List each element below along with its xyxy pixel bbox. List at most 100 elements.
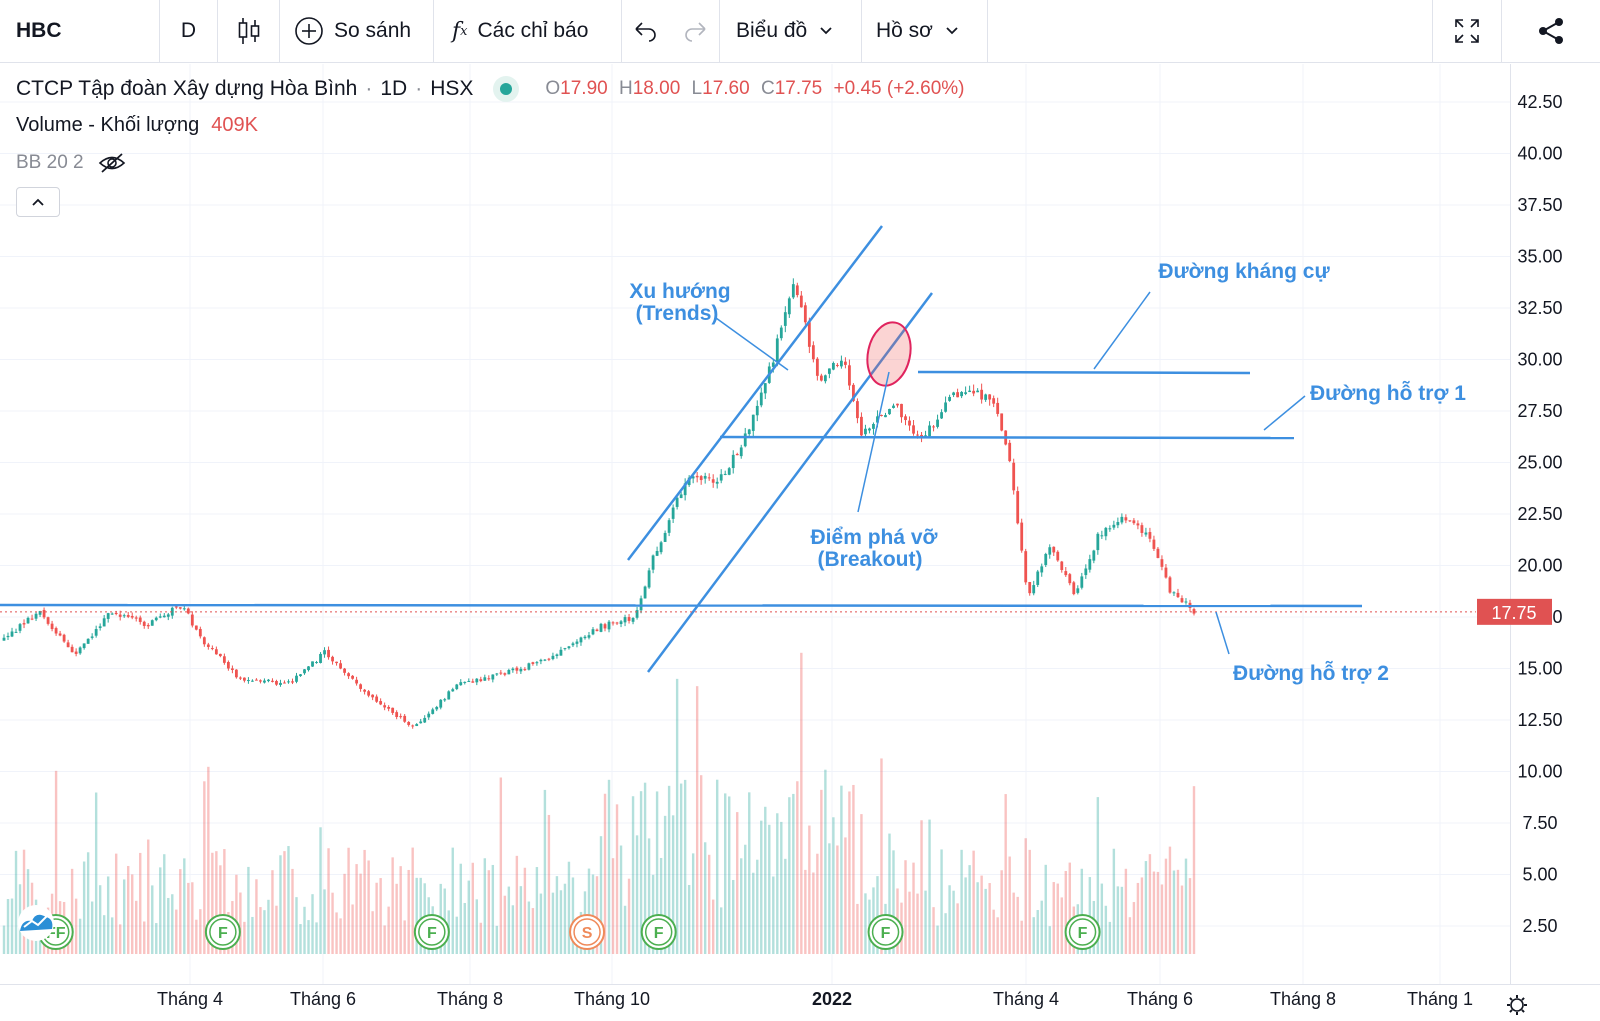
candle-body: [815, 358, 819, 376]
redo-icon[interactable]: [682, 20, 708, 42]
y-tick-label: 27.50: [1517, 401, 1562, 421]
candle-body: [643, 586, 647, 599]
candle-body: [443, 699, 447, 701]
volume-bar: [1068, 862, 1071, 954]
candle-body: [595, 629, 599, 632]
volume-bar: [1016, 896, 1019, 954]
fullscreen-button[interactable]: [1432, 0, 1502, 62]
candle-body: [222, 656, 226, 663]
candle-body: [2, 637, 6, 641]
volume-bar: [1000, 870, 1003, 954]
y-tick-label: 32.50: [1517, 298, 1562, 318]
candle-body: [567, 646, 571, 649]
symbol-search[interactable]: HBC: [0, 0, 160, 62]
candle-body: [1096, 533, 1100, 551]
candle-body: [1024, 551, 1028, 583]
candle-body: [711, 479, 715, 483]
volume-bar: [792, 793, 795, 954]
y-tick-label: 5.00: [1522, 865, 1557, 885]
chevron-up-icon: [32, 198, 44, 206]
volume-bar: [78, 918, 82, 954]
volume-bar: [243, 921, 246, 954]
volume-bar: [391, 857, 394, 954]
volume-bar: [1136, 882, 1140, 954]
candle-body: [303, 669, 306, 674]
chart-style-button[interactable]: [218, 0, 280, 62]
eye-off-icon[interactable]: [98, 152, 126, 174]
volume-bar: [291, 868, 294, 954]
volume-bar: [223, 849, 226, 954]
candle-body: [190, 614, 194, 626]
volume-bar: [54, 770, 58, 954]
candle-body: [86, 638, 90, 644]
candle-body: [799, 295, 803, 308]
candles-icon: [238, 18, 259, 44]
volume-bar: [499, 777, 503, 954]
candle-body: [387, 706, 391, 709]
volume-bar: [996, 917, 999, 954]
candle-body: [1040, 566, 1044, 573]
collapse-legend-button[interactable]: [16, 187, 60, 217]
volume-bar: [551, 892, 555, 954]
candle-body: [647, 570, 651, 588]
candle-body: [872, 423, 875, 429]
y-tick-label: 35.00: [1517, 247, 1562, 267]
volume-bar: [239, 892, 242, 954]
volume-bar: [1140, 877, 1144, 954]
interval-button[interactable]: D: [160, 0, 218, 62]
volume-bar: [1116, 886, 1120, 954]
candle-body: [619, 621, 623, 625]
candle-body: [491, 674, 495, 680]
candle-body: [499, 672, 503, 674]
volume-bar: [972, 850, 975, 954]
candle-body: [299, 674, 302, 677]
candle-body: [210, 648, 214, 650]
compare-button[interactable]: So sánh: [280, 0, 434, 62]
candle-body: [471, 681, 475, 683]
volume-bar: [816, 853, 819, 954]
volume-bar: [567, 861, 571, 954]
profile-menu-button[interactable]: Hồ sơ: [862, 0, 988, 62]
candle-body: [976, 390, 980, 393]
volume-bar: [1104, 905, 1108, 954]
candle-body: [864, 428, 867, 435]
volume-bar: [303, 906, 306, 954]
candle-body: [74, 651, 78, 654]
volume-bar: [511, 905, 515, 954]
volume-bar: [1036, 910, 1039, 954]
volume-bar: [864, 893, 867, 954]
candle-body: [868, 428, 871, 431]
breakout-pointer-line: [857, 371, 890, 513]
volume-bar: [728, 796, 731, 954]
candle-body: [519, 668, 523, 672]
event-marker-label: F: [654, 925, 664, 942]
candle-body: [1052, 546, 1056, 553]
volume-bar: [856, 903, 859, 954]
undo-redo-group: [622, 0, 720, 62]
volume-bar: [691, 853, 695, 954]
candle-body: [323, 650, 326, 655]
candle-body: [1124, 517, 1128, 521]
chart-menu-button[interactable]: Biểu đồ: [720, 0, 862, 62]
symbol-label: HBC: [16, 19, 62, 42]
undo-icon[interactable]: [633, 20, 659, 42]
volume-bar: [772, 876, 775, 954]
candle-body: [22, 623, 26, 625]
candle-body: [543, 659, 547, 661]
volume-bar: [135, 900, 138, 954]
volume-bar: [299, 924, 302, 954]
candle-body: [944, 402, 947, 412]
volume-bar: [483, 858, 487, 954]
candle-body: [984, 394, 988, 400]
candle-body: [948, 396, 951, 401]
candle-body: [355, 679, 358, 684]
volume-bar: [655, 791, 659, 954]
volume-bar: [1100, 883, 1104, 954]
share-button[interactable]: [1502, 0, 1600, 62]
volume-bar: [411, 847, 414, 954]
exchange-label: HSX: [430, 77, 474, 100]
profile-menu-label: Hồ sơ: [876, 19, 933, 42]
candle-body: [407, 721, 411, 725]
